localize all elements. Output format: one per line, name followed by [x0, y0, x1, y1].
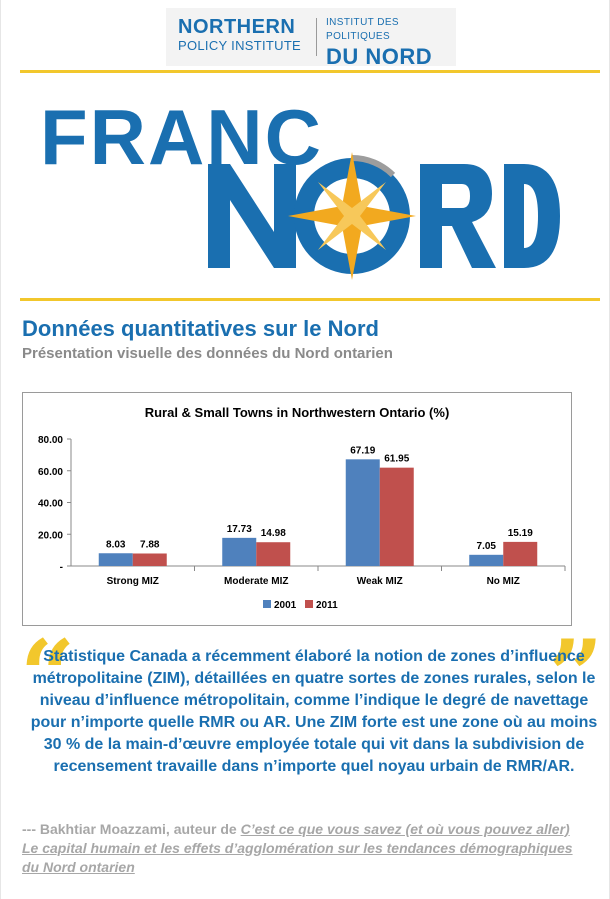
attribution-publication-link[interactable]: C’est ce que vous savez (et où vous pouv…: [22, 821, 573, 875]
data-label: 17.73: [227, 524, 252, 535]
close-quote-icon: ”: [548, 619, 604, 732]
legend-swatch: [305, 600, 313, 608]
x-tick-label: Moderate MIZ: [224, 576, 288, 587]
logo-northern: NORTHERN: [178, 16, 296, 38]
logo-institut: INSTITUT DES POLITIQUES: [326, 17, 399, 42]
y-tick-label: -: [60, 562, 63, 573]
chart-title: Rural & Small Towns in Northwestern Onta…: [145, 405, 450, 420]
logo-du-nord: DU NORD: [326, 44, 433, 69]
bar-2011: [132, 553, 167, 566]
data-label: 8.03: [106, 539, 126, 550]
y-tick-label: 80.00: [38, 435, 63, 446]
y-tick-label: 40.00: [38, 499, 63, 510]
bar-2001: [222, 537, 257, 566]
legend-label: 2001: [274, 600, 297, 611]
attribution: --- Bakhtiar Moazzami, auteur de C’est c…: [22, 820, 582, 877]
top-divider: [20, 70, 600, 73]
bar-2011: [256, 542, 291, 566]
data-label: 7.88: [140, 539, 160, 550]
bar-2011: [379, 467, 414, 566]
institute-logo[interactable]: NORTHERN POLICY INSTITUTE INSTITUT DES P…: [166, 8, 456, 69]
data-label: 7.05: [477, 541, 497, 552]
compass-icon: [288, 152, 416, 280]
logo-letter-r: [420, 164, 496, 268]
data-label: 14.98: [261, 528, 286, 539]
legend-label: 2011: [316, 600, 338, 611]
attribution-author: --- Bakhtiar Moazzami, auteur de: [22, 821, 241, 837]
bar-2011: [503, 541, 538, 566]
data-label: 61.95: [384, 454, 409, 465]
logo-letter-d: [504, 164, 560, 268]
section-divider: [20, 298, 600, 301]
logo-letter-n: [208, 164, 296, 268]
bar-2001: [98, 553, 133, 566]
page-title: Données quantitatives sur le Nord: [22, 316, 379, 341]
chart-panel: Rural & Small Towns in Northwestern Onta…: [22, 392, 572, 626]
x-tick-label: Weak MIZ: [357, 576, 403, 587]
logo-policy-institute: POLICY INSTITUTE: [178, 38, 302, 53]
x-tick-label: No MIZ: [487, 576, 520, 587]
legend-swatch: [263, 600, 271, 608]
logo-divider: [316, 18, 317, 56]
quote-text: Statistique Canada a récemment élaboré l…: [30, 648, 598, 775]
y-tick-label: 60.00: [38, 467, 63, 478]
data-label: 67.19: [350, 445, 375, 456]
x-tick-label: Strong MIZ: [107, 576, 159, 587]
bar-2001: [469, 554, 504, 566]
y-tick-label: 20.00: [38, 530, 63, 541]
bar-2001: [345, 459, 380, 566]
page-subtitle: Présentation visuelle des données du Nor…: [22, 345, 393, 362]
open-quote-icon: “: [20, 619, 76, 732]
franc-nord-logo-nord: [208, 152, 560, 280]
bar-chart: Rural & Small Towns in Northwestern Onta…: [38, 405, 566, 611]
data-label: 15.19: [508, 528, 533, 539]
